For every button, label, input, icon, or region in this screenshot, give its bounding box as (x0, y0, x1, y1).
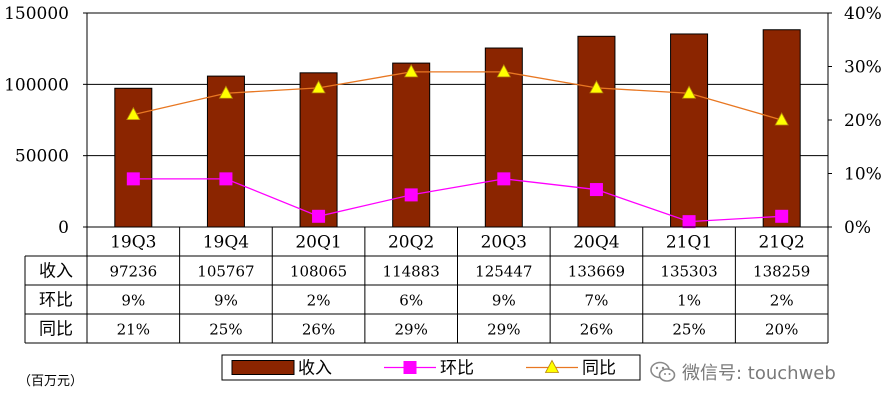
table-cell: 135303 (660, 263, 717, 281)
table-cell: 138259 (753, 263, 810, 281)
legend-label-环比: 环比 (440, 359, 474, 379)
marker-环比-20Q4 (589, 183, 603, 197)
marker-环比-20Q2 (404, 188, 418, 202)
marker-同比-20Q4 (589, 80, 604, 94)
plot-frame (86, 12, 829, 228)
table-cell: 29% (487, 321, 520, 339)
plot-border (86, 12, 829, 228)
marker-同比-21Q2 (774, 112, 789, 126)
watermark: 微信号: touchweb (650, 359, 836, 385)
marker-环比-19Q3 (126, 172, 140, 186)
left-tick-label: 150000 (4, 4, 69, 24)
table-cell: 7% (585, 292, 609, 310)
bar-21Q1 (670, 33, 709, 228)
category-label: 20Q4 (573, 233, 619, 253)
gridlines (87, 12, 828, 228)
marker-同比-20Q1 (311, 80, 326, 94)
right-tick-label: 30% (844, 58, 882, 78)
table-row-label: 同比 (39, 320, 73, 340)
marker-同比-20Q3 (496, 64, 511, 78)
right-tick-label: 40% (844, 4, 882, 24)
right-tick-label: 10% (844, 165, 882, 185)
bar-19Q4 (206, 75, 245, 228)
line-环比 (133, 178, 782, 223)
bar-20Q2 (392, 62, 431, 228)
marker-同比-19Q4 (218, 85, 234, 99)
category-label: 19Q4 (203, 233, 249, 253)
line-同比 (133, 71, 782, 121)
legend: 收入 环比 同比 (221, 354, 641, 381)
left-tick-label: 50000 (15, 147, 69, 167)
data-table: 19Q3 19Q4 20Q1 20Q2 20Q3 20Q4 21Q1 21Q2 收入 97236 1… (24, 226, 829, 344)
legend-label-收入: 收入 (298, 359, 332, 379)
bar-series (114, 29, 801, 228)
right-tick-label: 0% (844, 218, 871, 238)
marker-同比-19Q3 (126, 106, 141, 121)
watermark-text: 微信号: touchweb (682, 363, 836, 384)
table-cell: 105767 (197, 263, 254, 281)
table-cell: 108065 (290, 263, 347, 281)
marker-环比-19Q4 (219, 172, 233, 186)
table-cell: 114883 (383, 263, 440, 281)
unit-label: （百万元） (18, 374, 84, 389)
category-label: 20Q1 (295, 233, 341, 253)
marker-环比-20Q3 (497, 172, 511, 186)
table-cell: 125447 (475, 263, 532, 281)
category-label: 20Q3 (481, 233, 527, 253)
category-label: 21Q1 (666, 233, 712, 253)
category-label: 19Q3 (110, 233, 156, 253)
bar-20Q1 (299, 72, 338, 228)
table-cell: 26% (302, 321, 335, 339)
right-tick-label: 20% (844, 111, 882, 131)
category-label: 20Q2 (388, 233, 434, 253)
marker-环比-21Q1 (682, 215, 696, 229)
wechat-icon (650, 361, 676, 382)
table-cell: 1% (677, 292, 701, 310)
category-label: 21Q2 (758, 233, 804, 253)
table-cell: 133669 (568, 263, 625, 281)
marker-同比-20Q2 (404, 64, 419, 78)
table-cell: 25% (672, 321, 705, 339)
table-row-label: 环比 (39, 291, 73, 311)
bar-20Q4 (577, 35, 616, 228)
marker-环比-20Q1 (312, 209, 326, 223)
table-cell: 9% (214, 292, 238, 310)
table-cell: 26% (580, 321, 613, 339)
marker-同比-21Q1 (681, 85, 697, 99)
bar-21Q2 (762, 29, 801, 228)
table-cell: 2% (770, 292, 794, 310)
left-tick-label: 100000 (4, 75, 69, 95)
legend-marker-同比 (544, 359, 560, 373)
table-cell: 9% (492, 292, 516, 310)
right-axis-ticks: 0% 10% 20% 30% 40% (828, 4, 882, 238)
table-cell: 20% (765, 321, 798, 339)
table-row-label: 收入 (39, 262, 73, 282)
left-axis-ticks: 0 50000 100000 150000 (4, 4, 87, 238)
table-cell: 25% (209, 321, 242, 339)
line-series (126, 64, 789, 229)
table-cell: 29% (395, 321, 428, 339)
marker-环比-21Q2 (775, 209, 789, 223)
table-cell: 21% (117, 321, 150, 339)
table-cell: 6% (399, 292, 423, 310)
table-cell: 2% (307, 292, 331, 310)
left-tick-label: 0 (58, 218, 69, 238)
table-cell: 9% (121, 292, 145, 310)
legend-marker-环比 (403, 361, 417, 374)
legend-swatch-收入 (231, 360, 295, 375)
table-cell: 97236 (109, 263, 157, 281)
legend-label-同比: 同比 (582, 359, 616, 379)
